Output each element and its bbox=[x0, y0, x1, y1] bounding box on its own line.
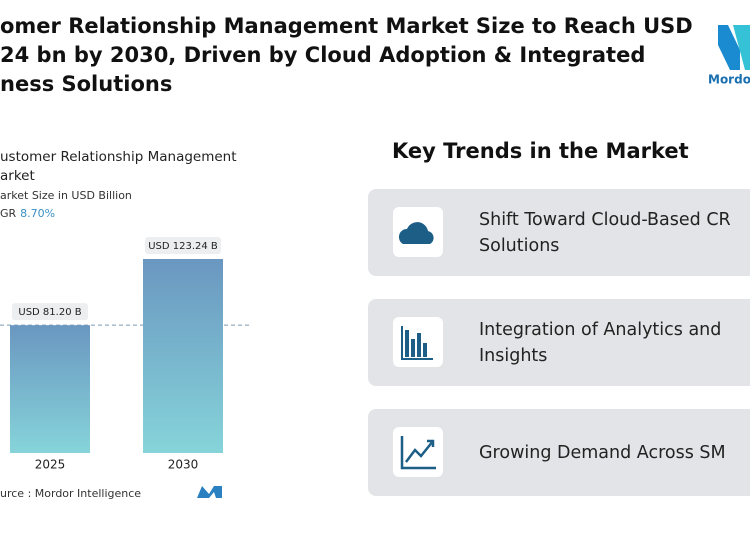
logo-text: Mordor bbox=[708, 73, 750, 87]
trend-text: Solutions bbox=[479, 236, 559, 256]
cagr-value: 8.70% bbox=[20, 207, 55, 220]
bar bbox=[143, 259, 223, 453]
icon-part bbox=[405, 330, 409, 357]
trend-text: Integration of Analytics and bbox=[479, 320, 721, 340]
icon-part bbox=[398, 222, 434, 244]
trend-card bbox=[368, 409, 750, 496]
value-label: USD 123.24 B bbox=[148, 241, 218, 252]
page-title: 24 bn by 2030, Driven by Cloud Adoption … bbox=[0, 43, 645, 67]
page-title: ness Solutions bbox=[0, 72, 172, 96]
chart-title: ustomer Relationship Management bbox=[0, 149, 237, 165]
trend-card bbox=[368, 299, 750, 386]
trend-icon bbox=[398, 222, 434, 244]
chart-subtitle: arket Size in USD Billion bbox=[0, 189, 132, 202]
source: urce : Mordor Intelligence bbox=[0, 487, 141, 500]
value-label: USD 81.20 B bbox=[18, 307, 81, 318]
logo bbox=[718, 25, 750, 70]
icon-part bbox=[400, 436, 436, 470]
trend-text: Shift Toward Cloud-Based CR bbox=[479, 210, 731, 230]
trend-text: Insights bbox=[479, 346, 547, 366]
cagr-label: GR bbox=[0, 207, 17, 220]
trend-icon bbox=[400, 436, 436, 470]
page-title: omer Relationship Management Market Size… bbox=[0, 14, 693, 38]
value-label-bg bbox=[145, 237, 221, 254]
icon-part bbox=[427, 439, 435, 447]
source-logo bbox=[197, 486, 222, 498]
trend-card bbox=[368, 189, 750, 276]
icon-part bbox=[401, 358, 433, 360]
trends-heading: Key Trends in the Market bbox=[392, 139, 689, 163]
bar bbox=[10, 325, 90, 453]
trend-text: Growing Demand Across SM bbox=[479, 443, 726, 463]
x-tick-label: 2030 bbox=[168, 458, 199, 472]
icon-part bbox=[411, 339, 415, 357]
icon-part bbox=[401, 326, 433, 360]
icon-part bbox=[417, 333, 421, 357]
icon-part bbox=[401, 326, 403, 360]
x-tick-label: 2025 bbox=[35, 458, 66, 472]
trend-icon bbox=[401, 326, 433, 360]
icon-part bbox=[405, 440, 434, 463]
chart-title: arket bbox=[0, 168, 35, 184]
icon-part bbox=[400, 436, 436, 470]
icon-part bbox=[423, 343, 427, 357]
cagr: GR 8.70% bbox=[0, 207, 55, 220]
value-label-bg bbox=[12, 303, 88, 321]
